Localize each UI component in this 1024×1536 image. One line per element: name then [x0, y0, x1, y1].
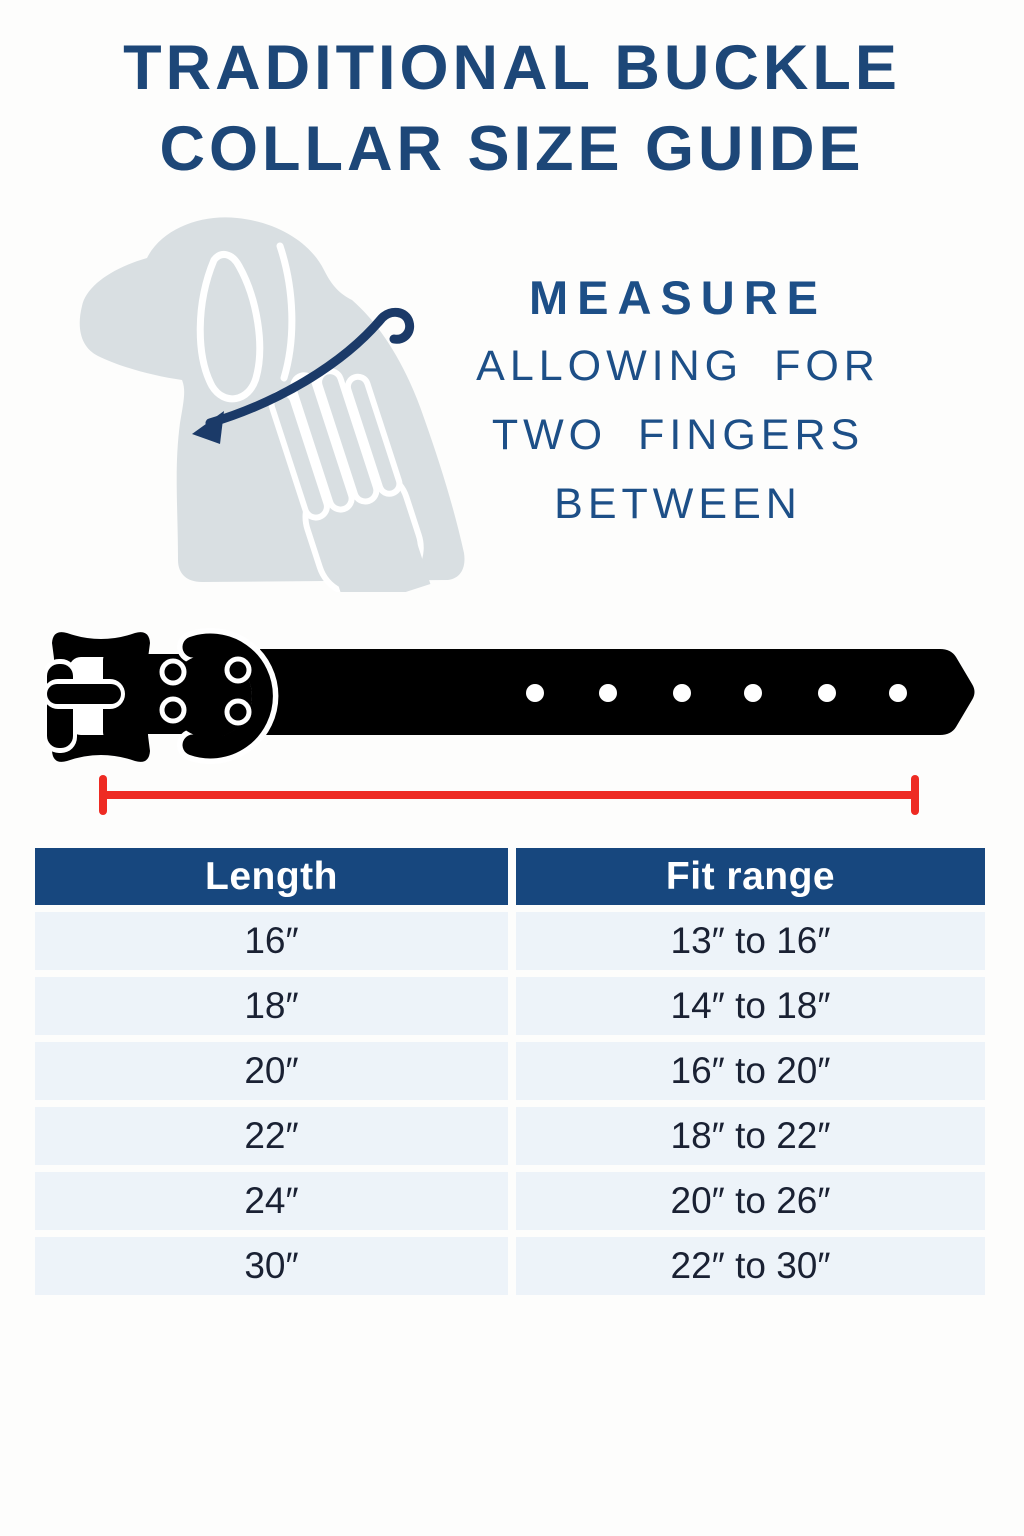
length-measure-line	[99, 775, 919, 815]
measure-arrow	[192, 307, 415, 444]
dog-measure-illustration	[79, 217, 465, 592]
table-cell-length: 16″	[35, 912, 508, 970]
collar-rivets	[159, 656, 252, 726]
table-cell-length: 30″	[35, 1237, 508, 1295]
collar-buckle	[45, 632, 150, 762]
collar-strap	[260, 649, 975, 735]
table-cell-fit: 22″ to 30″	[516, 1237, 985, 1295]
measure-note-line4: BETWEEN	[554, 480, 802, 528]
collar-holes	[526, 684, 907, 702]
page-title-line2: COLLAR SIZE GUIDE	[159, 114, 865, 184]
column-header-length: Length	[35, 848, 508, 905]
table-cell-fit: 13″ to 16″	[516, 912, 985, 970]
measure-note-line3: TWO FINGERS	[491, 411, 865, 459]
page-title-line1: TRADITIONAL BUCKLE	[123, 33, 901, 103]
column-header-fit-range: Fit range	[516, 848, 985, 905]
measure-note-line1: MEASURE	[528, 271, 828, 324]
table-cell-length: 18″	[35, 977, 508, 1035]
measure-note-line2: ALLOWING FOR	[476, 342, 880, 390]
table-cell-length: 22″	[35, 1107, 508, 1165]
dog-head-line	[276, 242, 296, 382]
table-cell-length: 24″	[35, 1172, 508, 1230]
dog-ear-outline	[196, 251, 264, 403]
size-table: Length Fit range 16″ 13″ to 16″ 18″ 14″ …	[35, 848, 985, 1295]
table-cell-fit: 16″ to 20″	[516, 1042, 985, 1100]
table-cell-length: 20″	[35, 1042, 508, 1100]
table-cell-fit: 18″ to 22″	[516, 1107, 985, 1165]
table-cell-fit: 14″ to 18″	[516, 977, 985, 1035]
collar-illustration	[45, 628, 975, 764]
page-title: TRADITIONAL BUCKLE COLLAR SIZE GUIDE	[0, 28, 1024, 190]
table-cell-fit: 20″ to 26″	[516, 1172, 985, 1230]
measure-note: MEASURE ALLOWING FOR TWO FINGERS BETWEEN	[448, 263, 908, 539]
